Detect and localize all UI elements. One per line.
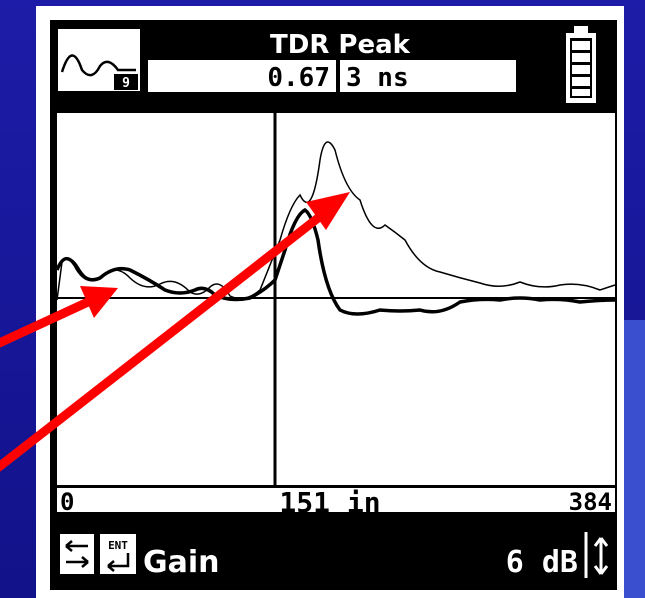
title: TDR Peak: [270, 30, 411, 60]
pulse-width: 3 ns: [346, 63, 409, 93]
battery-icon: [566, 26, 596, 103]
icon-number: 9: [122, 76, 130, 91]
tab-icon: [60, 534, 94, 574]
setting-value: 6 dB: [506, 545, 578, 580]
measured-trace: [55, 207, 616, 316]
icon-badge: [114, 74, 138, 90]
setting-label: Gain: [143, 545, 220, 580]
axis-start: 0: [60, 488, 74, 516]
reading-box: [148, 60, 336, 92]
reading: 0.67: [267, 63, 330, 93]
pulse-box: [340, 60, 516, 92]
icon-wave: [60, 54, 136, 77]
cursor-distance: 151 in: [279, 486, 380, 519]
enter-label: ENT: [108, 539, 128, 552]
axis-strip: [57, 488, 615, 512]
reference-trace: [56, 141, 616, 301]
adjust-icon: [593, 537, 609, 575]
axis-end: 384: [569, 488, 612, 516]
annotation-arrows: [0, 192, 350, 472]
enter-icon: ENT: [100, 534, 136, 574]
